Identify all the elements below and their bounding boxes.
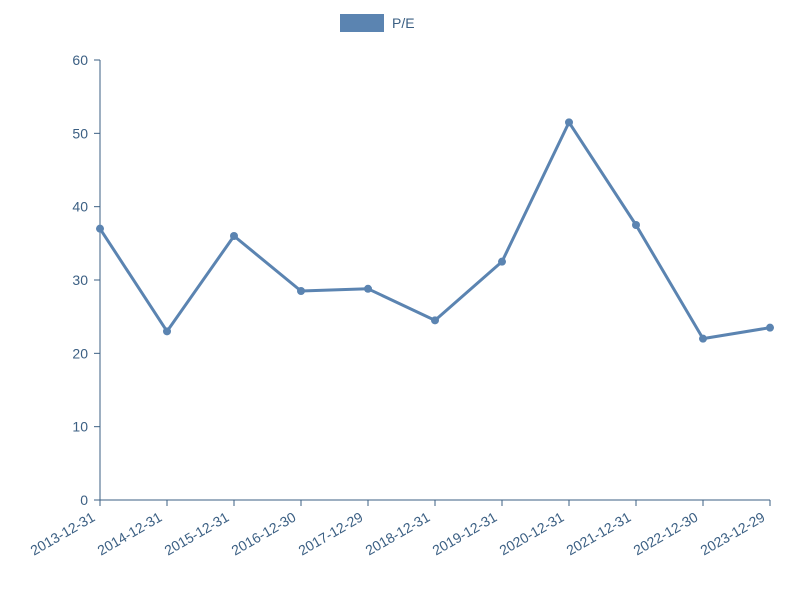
x-tick-label: 2016-12-30 — [228, 509, 298, 559]
series-marker — [498, 258, 506, 266]
series-marker — [699, 335, 707, 343]
y-tick-label: 0 — [80, 492, 88, 508]
x-tick-label: 2015-12-31 — [161, 509, 231, 559]
legend-swatch — [340, 14, 384, 32]
x-tick-label: 2019-12-31 — [429, 509, 499, 559]
series-marker — [96, 225, 104, 233]
series-marker — [297, 287, 305, 295]
series-marker — [163, 327, 171, 335]
y-tick-label: 30 — [72, 272, 88, 288]
x-tick-label: 2018-12-31 — [362, 509, 432, 559]
y-tick-label: 40 — [72, 199, 88, 215]
x-tick-label: 2013-12-31 — [27, 509, 97, 559]
legend-label: P/E — [392, 15, 415, 31]
x-tick-label: 2014-12-31 — [94, 509, 164, 559]
y-tick-label: 60 — [72, 52, 88, 68]
series-marker — [364, 285, 372, 293]
y-tick-label: 50 — [72, 125, 88, 141]
x-tick-label: 2021-12-31 — [563, 509, 633, 559]
x-tick-label: 2023-12-29 — [697, 509, 767, 559]
series-marker — [431, 316, 439, 324]
x-tick-label: 2020-12-31 — [496, 509, 566, 559]
x-tick-label: 2017-12-29 — [295, 509, 365, 559]
series-marker — [766, 324, 774, 332]
y-tick-label: 10 — [72, 419, 88, 435]
series-marker — [632, 221, 640, 229]
y-tick-label: 20 — [72, 345, 88, 361]
x-tick-label: 2022-12-30 — [630, 509, 700, 559]
pe-line-chart: P/E 0 10 20 30 40 50 60 2013-12-312014-12-312015… — [0, 0, 800, 600]
series-marker — [565, 118, 573, 126]
series-line-pe — [100, 122, 770, 338]
series-marker — [230, 232, 238, 240]
